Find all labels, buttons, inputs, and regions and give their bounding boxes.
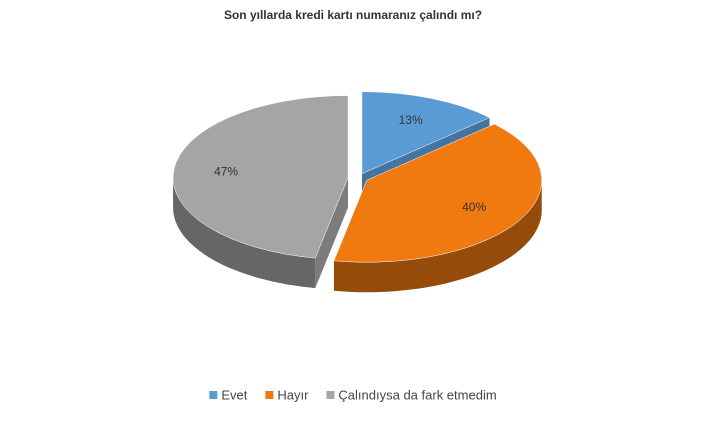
data-label: 40% (462, 200, 486, 214)
legend-label: Çalındıysa da fark etmedim (338, 387, 496, 402)
legend-swatch (209, 391, 218, 399)
slice-side (333, 180, 542, 293)
data-label: 13% (399, 113, 423, 127)
chart-title: Son yıllarda kredi kartı numaranız çalın… (224, 8, 482, 22)
legend-label: Evet (221, 387, 247, 402)
legend-swatch (265, 391, 274, 399)
legend-label: Hayır (277, 387, 309, 402)
slice-side (173, 177, 316, 289)
slice-face (315, 177, 349, 289)
legend-swatch (326, 391, 335, 399)
slice (361, 91, 491, 175)
data-label: 47% (214, 164, 238, 178)
slice (172, 95, 349, 259)
slice (333, 123, 543, 263)
